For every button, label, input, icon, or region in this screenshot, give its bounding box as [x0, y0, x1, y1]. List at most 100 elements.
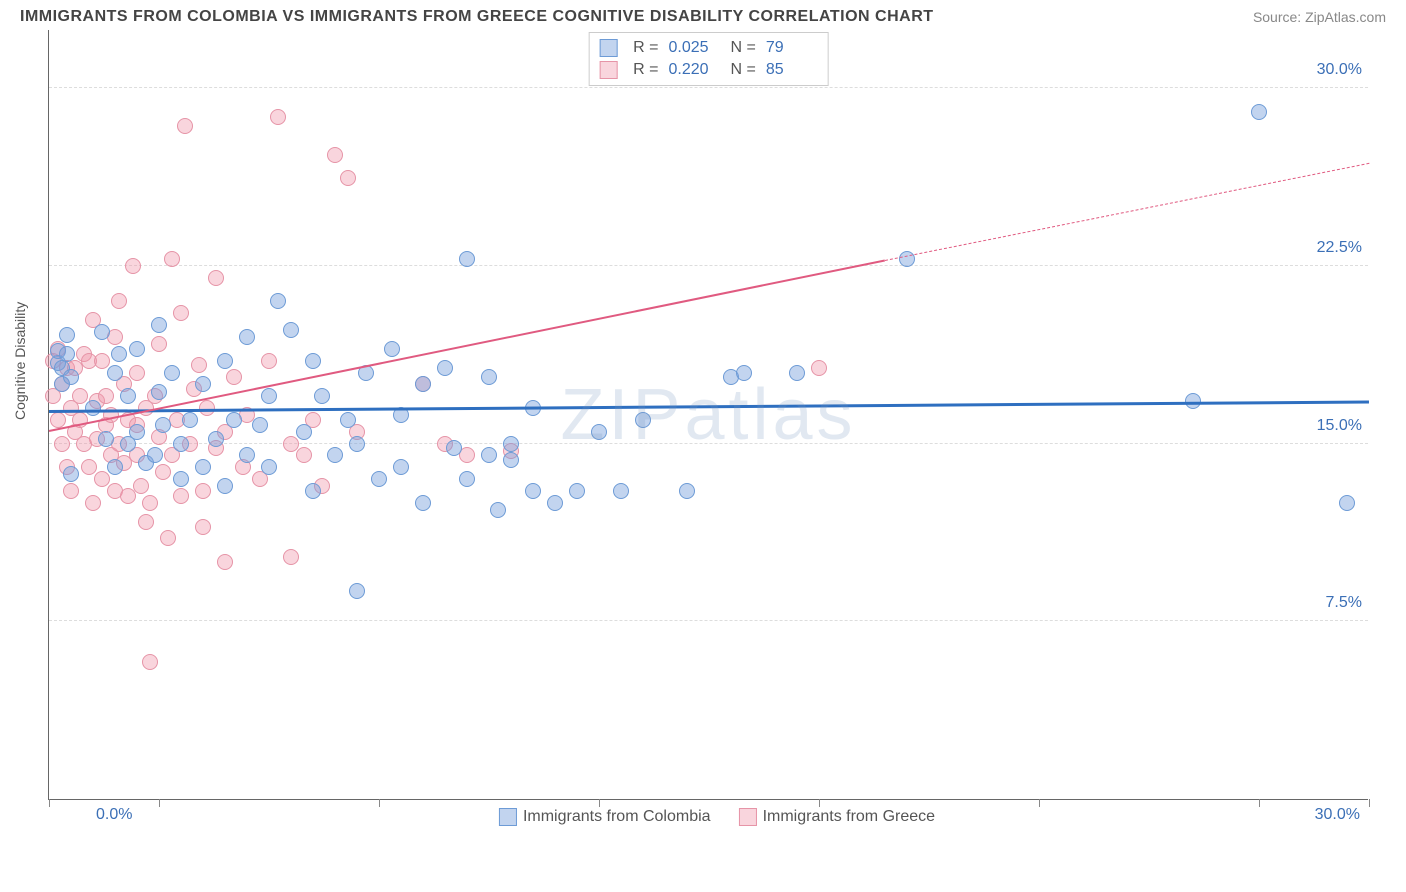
chart-title: IMMIGRANTS FROM COLOMBIA VS IMMIGRANTS F…	[20, 8, 934, 26]
scatter-point-greece	[151, 336, 167, 352]
scatter-point-greece	[226, 369, 242, 385]
legend-swatch	[599, 39, 617, 57]
scatter-point-colombia	[340, 412, 356, 428]
scatter-point-greece	[155, 464, 171, 480]
scatter-point-colombia	[415, 495, 431, 511]
y-tick-label: 30.0%	[1317, 61, 1362, 79]
scatter-point-colombia	[208, 431, 224, 447]
gridline	[49, 443, 1368, 444]
n-label: N =	[731, 61, 756, 79]
scatter-point-colombia	[899, 251, 915, 267]
scatter-point-colombia	[107, 365, 123, 381]
scatter-point-colombia	[107, 459, 123, 475]
scatter-point-colombia	[481, 447, 497, 463]
scatter-point-greece	[340, 170, 356, 186]
legend-swatch	[599, 61, 617, 79]
r-value: 0.025	[669, 39, 721, 57]
scatter-point-greece	[142, 654, 158, 670]
legend-item: Immigrants from Greece	[739, 808, 935, 826]
gridline	[49, 87, 1368, 88]
scatter-point-greece	[327, 147, 343, 163]
scatter-point-colombia	[239, 329, 255, 345]
scatter-point-greece	[195, 483, 211, 499]
scatter-point-greece	[208, 270, 224, 286]
r-label: R =	[633, 39, 658, 57]
legend-item: Immigrants from Colombia	[499, 808, 711, 826]
scatter-point-colombia	[195, 459, 211, 475]
scatter-point-colombia	[305, 353, 321, 369]
scatter-point-colombia	[182, 412, 198, 428]
scatter-point-colombia	[239, 447, 255, 463]
scatter-point-colombia	[547, 495, 563, 511]
scatter-point-colombia	[459, 251, 475, 267]
scatter-point-colombia	[613, 483, 629, 499]
scatter-point-colombia	[94, 324, 110, 340]
scatter-point-greece	[270, 109, 286, 125]
scatter-point-colombia	[63, 369, 79, 385]
legend-label: Immigrants from Greece	[763, 808, 935, 825]
scatter-point-greece	[283, 549, 299, 565]
scatter-point-greece	[125, 258, 141, 274]
legend-label: Immigrants from Colombia	[523, 808, 711, 825]
scatter-point-greece	[296, 447, 312, 463]
scatter-point-colombia	[314, 388, 330, 404]
scatter-point-greece	[283, 436, 299, 452]
scatter-point-greece	[142, 495, 158, 511]
gridline	[49, 265, 1368, 266]
x-axis-max-label: 30.0%	[1315, 806, 1360, 824]
r-label: R =	[633, 61, 658, 79]
scatter-point-colombia	[217, 478, 233, 494]
series-legend: Immigrants from Colombia Immigrants from …	[499, 808, 935, 826]
scatter-point-colombia	[98, 431, 114, 447]
scatter-point-colombia	[147, 447, 163, 463]
scatter-point-colombia	[261, 459, 277, 475]
scatter-point-colombia	[120, 388, 136, 404]
scatter-point-greece	[54, 436, 70, 452]
scatter-point-colombia	[305, 483, 321, 499]
scatter-point-greece	[50, 412, 66, 428]
scatter-point-colombia	[173, 471, 189, 487]
scatter-point-colombia	[252, 417, 268, 433]
gridline	[49, 620, 1368, 621]
scatter-point-colombia	[63, 466, 79, 482]
scatter-point-colombia	[327, 447, 343, 463]
y-tick-label: 22.5%	[1317, 239, 1362, 257]
scatter-point-colombia	[85, 400, 101, 416]
scatter-point-colombia	[296, 424, 312, 440]
scatter-point-greece	[111, 293, 127, 309]
scatter-point-colombia	[270, 293, 286, 309]
scatter-point-colombia	[384, 341, 400, 357]
scatter-point-greece	[94, 471, 110, 487]
scatter-point-colombia	[155, 417, 171, 433]
scatter-point-colombia	[679, 483, 695, 499]
scatter-point-colombia	[164, 365, 180, 381]
scatter-point-colombia	[111, 346, 127, 362]
scatter-point-colombia	[195, 376, 211, 392]
n-value: 85	[766, 61, 818, 79]
scatter-point-greece	[811, 360, 827, 376]
scatter-point-greece	[191, 357, 207, 373]
scatter-point-greece	[164, 251, 180, 267]
scatter-point-greece	[85, 495, 101, 511]
scatter-point-greece	[160, 530, 176, 546]
stats-legend-row: R = 0.025 N = 79	[599, 37, 818, 59]
scatter-point-colombia	[129, 424, 145, 440]
scatter-point-greece	[173, 305, 189, 321]
scatter-point-colombia	[217, 353, 233, 369]
n-value: 79	[766, 39, 818, 57]
n-label: N =	[731, 39, 756, 57]
scatter-point-colombia	[1251, 104, 1267, 120]
scatter-point-colombia	[591, 424, 607, 440]
scatter-point-colombia	[635, 412, 651, 428]
scatter-point-colombia	[503, 452, 519, 468]
scatter-point-colombia	[569, 483, 585, 499]
scatter-point-colombia	[481, 369, 497, 385]
y-axis-label: Cognitive Disability	[12, 302, 28, 420]
y-tick-label: 7.5%	[1326, 594, 1362, 612]
scatter-point-greece	[98, 388, 114, 404]
scatter-point-greece	[129, 365, 145, 381]
scatter-point-colombia	[59, 346, 75, 362]
source-label: Source: ZipAtlas.com	[1253, 9, 1386, 25]
scatter-point-colombia	[371, 471, 387, 487]
legend-swatch	[739, 808, 757, 826]
